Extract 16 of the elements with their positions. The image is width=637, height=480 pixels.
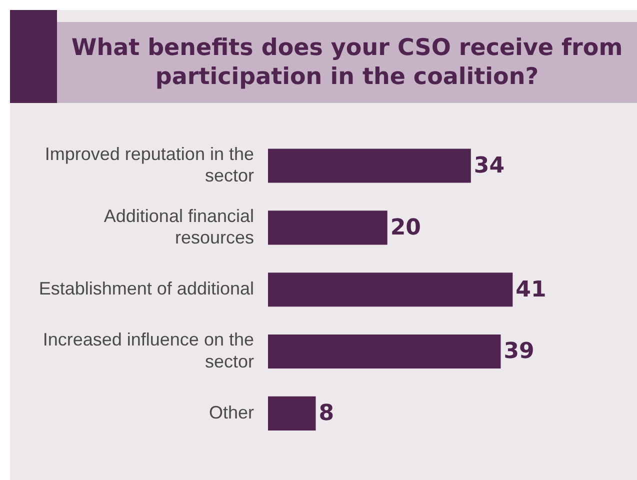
y-tick-label: Additional financial resources <box>104 206 254 248</box>
chart-title: What benefits does your CSO receive from participation in the coalition? <box>57 22 637 103</box>
bar <box>268 272 513 307</box>
y-tick-label: Other <box>208 402 254 422</box>
data-label: 20 <box>390 215 421 240</box>
y-tick-label: Increased influence on the sector <box>42 330 254 372</box>
bar <box>268 396 316 430</box>
data-label: 8 <box>318 401 334 426</box>
data-label: 34 <box>474 153 505 178</box>
bar <box>268 210 388 245</box>
bar <box>268 334 501 369</box>
y-tick-label: Improved reputation in the sector <box>44 144 254 186</box>
bar <box>268 148 471 183</box>
data-label: 41 <box>516 277 546 302</box>
data-label: 39 <box>504 339 534 364</box>
y-tick-label: Establishment of additional <box>38 278 254 299</box>
